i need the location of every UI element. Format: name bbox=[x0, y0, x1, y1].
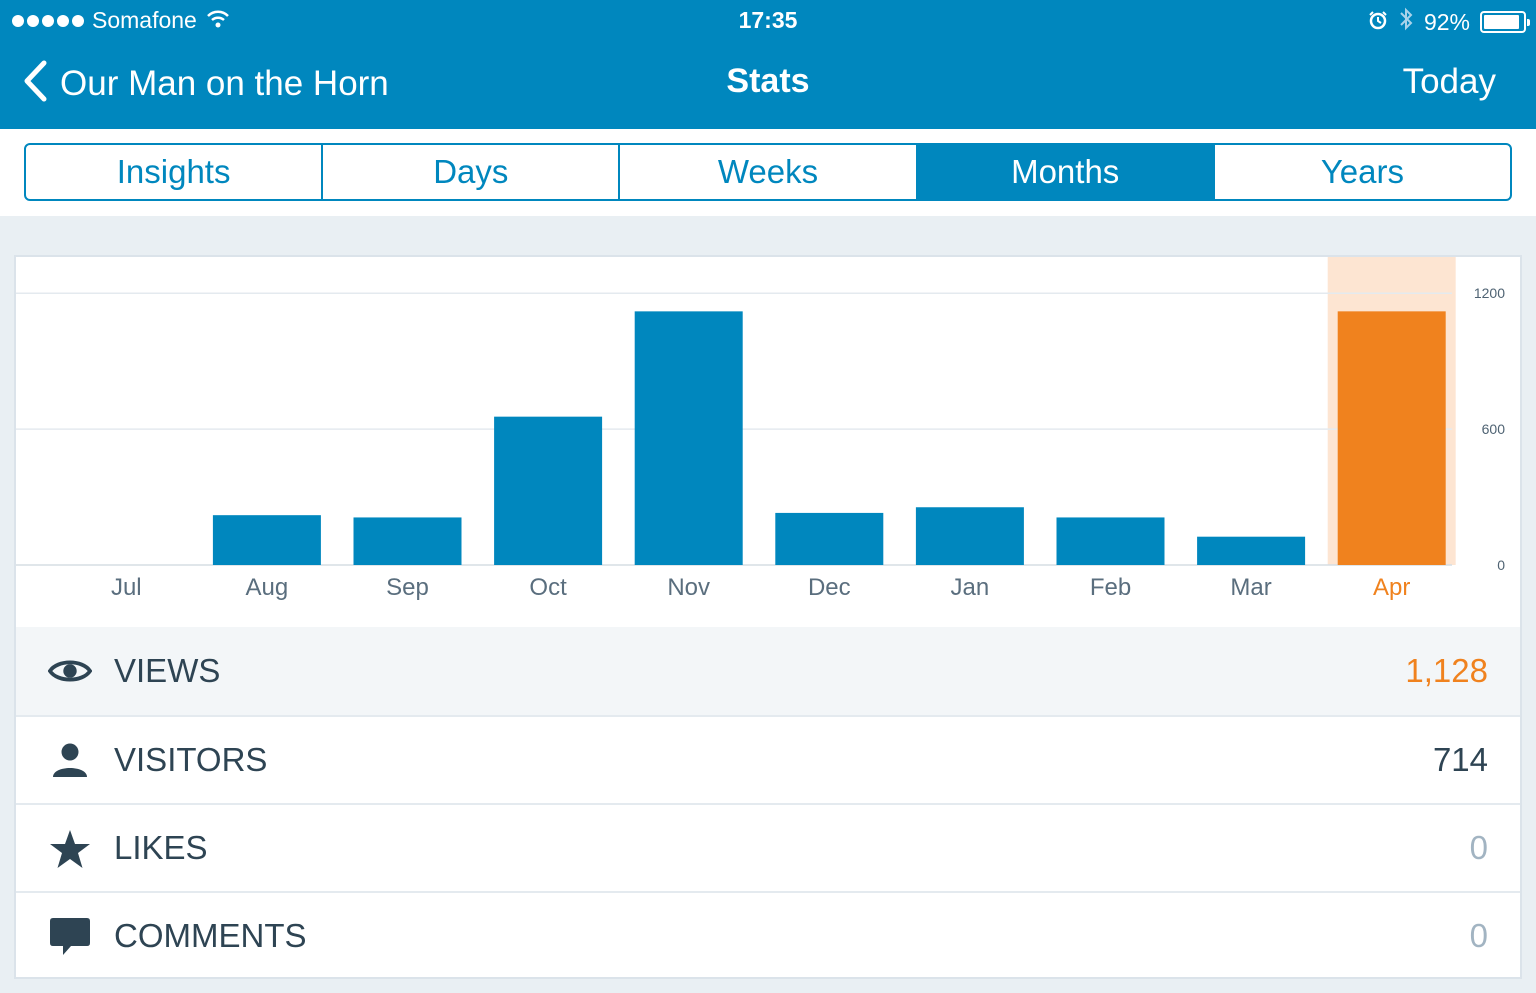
stats-card: 0 600 1200 Jul Aug Sep Oct Nov Dec Jan Feb Mar Apr V… bbox=[14, 255, 1522, 979]
star-icon bbox=[48, 827, 92, 871]
stat-row-comments[interactable]: COMMENTS 0 bbox=[16, 891, 1520, 979]
tab-days[interactable]: Days bbox=[323, 145, 621, 199]
battery-text: 92% bbox=[1423, 8, 1470, 35]
today-button[interactable]: Today bbox=[1402, 62, 1496, 101]
comment-icon bbox=[48, 915, 92, 959]
x-tick-label-jan: Jan bbox=[951, 574, 990, 601]
x-tick-label-aug: Aug bbox=[246, 574, 289, 601]
stat-row-views[interactable]: VIEWS 1,128 bbox=[16, 627, 1520, 715]
period-tabs: Insights Days Weeks Months Years bbox=[24, 143, 1512, 201]
back-button[interactable]: Our Man on the Horn bbox=[22, 60, 389, 107]
x-tick-label-dec: Dec bbox=[808, 574, 851, 601]
bar-dec[interactable] bbox=[775, 512, 884, 565]
x-tick-label-nov: Nov bbox=[667, 574, 710, 601]
status-time: 17:35 bbox=[738, 7, 798, 33]
y-tick-label: 0 bbox=[1497, 557, 1505, 573]
stat-row-visitors[interactable]: VISITORS 714 bbox=[16, 715, 1520, 803]
bar-oct[interactable] bbox=[494, 416, 603, 565]
stat-label: COMMENTS bbox=[114, 917, 307, 954]
stat-label: LIKES bbox=[114, 829, 208, 866]
stat-value: 1,128 bbox=[1405, 652, 1488, 689]
battery-icon bbox=[1480, 11, 1530, 33]
stat-row-likes[interactable]: LIKES 0 bbox=[16, 803, 1520, 891]
tab-insights[interactable]: Insights bbox=[26, 145, 324, 199]
y-tick-label: 1200 bbox=[1474, 285, 1505, 301]
stat-value: 0 bbox=[1469, 917, 1488, 954]
bar-apr[interactable] bbox=[1337, 311, 1446, 565]
bar-mar[interactable] bbox=[1197, 536, 1306, 565]
app-header: Somafone 17:35 92% Our Man on the Horn S… bbox=[0, 0, 1536, 129]
bar-feb[interactable] bbox=[1056, 517, 1165, 565]
bar-sep[interactable] bbox=[353, 517, 462, 565]
bar-jan[interactable] bbox=[915, 507, 1024, 565]
x-tick-label-jul: Jul bbox=[111, 574, 142, 601]
bar-aug[interactable] bbox=[212, 515, 321, 565]
x-tick-label-oct: Oct bbox=[529, 574, 567, 601]
x-tick-label-mar: Mar bbox=[1230, 574, 1271, 601]
status-left: Somafone bbox=[12, 7, 229, 34]
y-tick-label: 600 bbox=[1482, 421, 1506, 437]
x-tick-label-sep: Sep bbox=[386, 574, 429, 601]
stat-label: VISITORS bbox=[114, 741, 268, 778]
tab-months[interactable]: Months bbox=[917, 145, 1215, 199]
signal-dots-icon bbox=[12, 14, 84, 27]
stats-summary-list: VIEWS 1,128 VISITORS 714 LIKES 0 COMMENT… bbox=[16, 627, 1520, 979]
tab-years[interactable]: Years bbox=[1320, 153, 1404, 190]
page-title: Stats bbox=[726, 62, 810, 100]
tab-weeks[interactable]: Weeks bbox=[620, 145, 918, 199]
bar-chart-svg: 0 600 1200 Jul Aug Sep Oct Nov Dec Jan Feb Mar Apr bbox=[16, 257, 1506, 601]
period-tabs-container: Insights Days Weeks Months Years bbox=[0, 129, 1536, 216]
status-bar: Somafone 17:35 92% bbox=[0, 0, 1536, 40]
x-tick-label-feb: Feb bbox=[1090, 574, 1131, 601]
eye-icon bbox=[48, 649, 92, 693]
bar-chart: 0 600 1200 Jul Aug Sep Oct Nov Dec Jan Feb Mar Apr bbox=[16, 257, 1520, 627]
wifi-icon bbox=[206, 7, 229, 34]
status-right: 92% bbox=[1368, 7, 1530, 37]
carrier-name: Somafone bbox=[92, 7, 197, 33]
stat-value: 714 bbox=[1432, 741, 1488, 778]
chevron-left-icon bbox=[22, 60, 48, 107]
stat-value: 0 bbox=[1469, 829, 1488, 866]
bluetooth-icon bbox=[1398, 7, 1414, 37]
stat-label: VIEWS bbox=[114, 652, 221, 689]
bar-nov[interactable] bbox=[634, 311, 743, 565]
back-button-label: Our Man on the Horn bbox=[60, 63, 389, 103]
x-tick-label-apr: Apr bbox=[1373, 574, 1410, 601]
alarm-icon bbox=[1368, 9, 1388, 36]
person-icon bbox=[48, 739, 92, 783]
